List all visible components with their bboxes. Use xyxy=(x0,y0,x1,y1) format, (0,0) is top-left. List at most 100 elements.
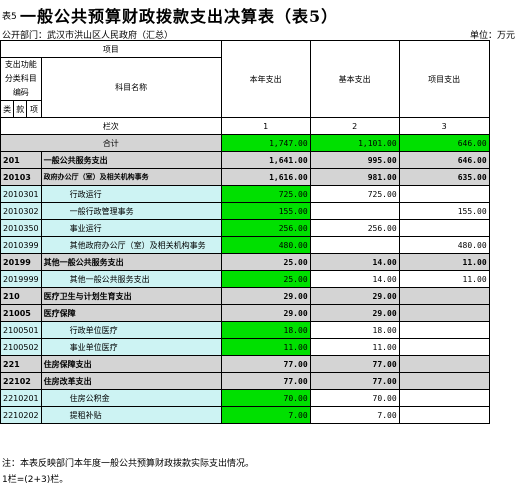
table-row: 2019999 其他一般公共服务支出 25.00 14.00 11.00 xyxy=(0,270,490,288)
row-project: 480.00 xyxy=(398,236,490,254)
row-code: 20199 xyxy=(0,253,42,271)
row-code: 2100502 xyxy=(0,338,42,356)
header-code: 支出功能分类科目编码 xyxy=(0,57,42,101)
row-project: 11.00 xyxy=(398,253,490,271)
note-1: 注：本表反映部门本年度一般公共预算财政拨款实际支出情况。 xyxy=(2,459,255,469)
header-row-levels: 类 款 项 xyxy=(0,100,490,118)
page-title: 一般公共预算财政拨款支出决算表（表5） xyxy=(20,7,339,26)
row-basic: 70.00 xyxy=(309,389,400,407)
row-basic: 981.00 xyxy=(309,168,400,186)
table-row: 221 住房保障支出 77.00 77.00 xyxy=(0,355,490,373)
row-total[interactable]: 256.00 xyxy=(220,219,311,237)
seq-row: 栏次 1 2 3 xyxy=(0,117,490,135)
header-basic: 基本支出 xyxy=(309,40,400,118)
row-code: 201 xyxy=(0,151,42,169)
row-code: 2010399 xyxy=(0,236,42,254)
row-basic: 29.00 xyxy=(309,304,400,322)
row-basic: 995.00 xyxy=(309,151,400,169)
table-row: 20199 其他一般公共服务支出 25.00 14.00 11.00 xyxy=(0,253,490,271)
row-basic xyxy=(309,236,400,254)
table-row: 20103 政府办公厅（室）及相关机构事务 1,616.00 981.00 635.00 xyxy=(0,168,490,186)
row-name: 医疗保障 xyxy=(40,304,222,322)
row-project: 11.00 xyxy=(398,270,490,288)
row-code: 2010350 xyxy=(0,219,42,237)
expenditure-table: 项目 本年支出 基本支出 项目支出 支出功能分类科目编码 科目名称 类 款 项 … xyxy=(0,40,490,424)
row-basic: 725.00 xyxy=(309,185,400,203)
row-total[interactable]: 480.00 xyxy=(220,236,311,254)
row-total[interactable]: 725.00 xyxy=(220,185,311,203)
row-name: 行政单位医疗 xyxy=(40,321,222,339)
row-code: 2010301 xyxy=(0,185,42,203)
summary-row: 合计 1,747.00 1,101.00 646.00 xyxy=(0,134,490,152)
header-name: 科目名称 xyxy=(40,57,222,118)
row-code: 221 xyxy=(0,355,42,373)
seq-3: 3 xyxy=(398,117,490,135)
row-project: 635.00 xyxy=(398,168,490,186)
row-total[interactable]: 70.00 xyxy=(220,389,311,407)
table-row: 2100501 行政单位医疗 18.00 18.00 xyxy=(0,321,490,339)
header-total: 本年支出 xyxy=(220,40,311,118)
row-name: 一般公共服务支出 xyxy=(40,151,222,169)
table-row: 2210201 住房公积金 70.00 70.00 xyxy=(0,389,490,407)
row-name: 一般行政管理事务 xyxy=(40,202,222,220)
row-total[interactable]: 11.00 xyxy=(220,338,311,356)
table-row: 2010301 行政运行 725.00 725.00 xyxy=(0,185,490,203)
row-total: 1,641.00 xyxy=(220,151,311,169)
row-project xyxy=(398,389,490,407)
row-code: 22102 xyxy=(0,372,42,390)
table-row: 210 医疗卫生与计划生育支出 29.00 29.00 xyxy=(0,287,490,305)
row-code: 21005 xyxy=(0,304,42,322)
row-name: 住房改革支出 xyxy=(40,372,222,390)
header-kuan: 款 xyxy=(13,100,28,118)
row-code: 2019999 xyxy=(0,270,42,288)
seq-label: 栏次 xyxy=(0,117,222,135)
row-basic: 7.00 xyxy=(309,406,400,424)
seq-1: 1 xyxy=(220,117,311,135)
row-project xyxy=(398,338,490,356)
row-name: 其他一般公共服务支出 xyxy=(40,270,222,288)
row-name: 其他政府办公厅（室）及相关机构事务 xyxy=(40,236,222,254)
table-row: 2210202 提租补贴 7.00 7.00 xyxy=(0,406,490,424)
row-basic xyxy=(309,202,400,220)
table-row: 201 一般公共服务支出 1,641.00 995.00 646.00 xyxy=(0,151,490,169)
row-basic: 29.00 xyxy=(309,287,400,305)
row-total[interactable]: 155.00 xyxy=(220,202,311,220)
header-lei: 类 xyxy=(0,100,15,118)
summary-label: 合计 xyxy=(0,134,222,152)
row-basic: 14.00 xyxy=(309,270,400,288)
unit-label: 单位：万元 xyxy=(469,31,515,41)
table-number: 表5 xyxy=(2,12,17,22)
row-name: 事业运行 xyxy=(40,219,222,237)
title-bar: 表5 一般公共预算财政拨款支出决算表（表5） xyxy=(0,2,519,26)
table-row: 2100502 事业单位医疗 11.00 11.00 xyxy=(0,338,490,356)
row-name: 住房公积金 xyxy=(40,389,222,407)
row-name: 行政运行 xyxy=(40,185,222,203)
summary-basic[interactable]: 1,101.00 xyxy=(309,134,400,152)
table-row: 2010350 事业运行 256.00 256.00 xyxy=(0,219,490,237)
row-total: 77.00 xyxy=(220,372,311,390)
note-2: 1栏=(2+3)栏。 xyxy=(2,475,69,485)
row-total: 29.00 xyxy=(220,287,311,305)
row-project xyxy=(398,372,490,390)
row-code: 2210202 xyxy=(0,406,42,424)
row-total[interactable]: 18.00 xyxy=(220,321,311,339)
summary-project[interactable]: 646.00 xyxy=(398,134,490,152)
row-code: 210 xyxy=(0,287,42,305)
row-basic: 256.00 xyxy=(309,219,400,237)
data-rows: 201 一般公共服务支出 1,641.00 995.00 646.00 20103 政府办公… xyxy=(0,151,490,424)
row-code: 2100501 xyxy=(0,321,42,339)
row-name: 其他一般公共服务支出 xyxy=(40,253,222,271)
row-total[interactable]: 7.00 xyxy=(220,406,311,424)
row-code: 2010302 xyxy=(0,202,42,220)
summary-total[interactable]: 1,747.00 xyxy=(220,134,311,152)
row-project xyxy=(398,406,490,424)
row-total: 77.00 xyxy=(220,355,311,373)
row-name: 住房保障支出 xyxy=(40,355,222,373)
row-project: 646.00 xyxy=(398,151,490,169)
row-project xyxy=(398,321,490,339)
row-total[interactable]: 25.00 xyxy=(220,270,311,288)
table-row: 22102 住房改革支出 77.00 77.00 xyxy=(0,372,490,390)
row-project xyxy=(398,287,490,305)
row-basic: 14.00 xyxy=(309,253,400,271)
row-code: 2210201 xyxy=(0,389,42,407)
